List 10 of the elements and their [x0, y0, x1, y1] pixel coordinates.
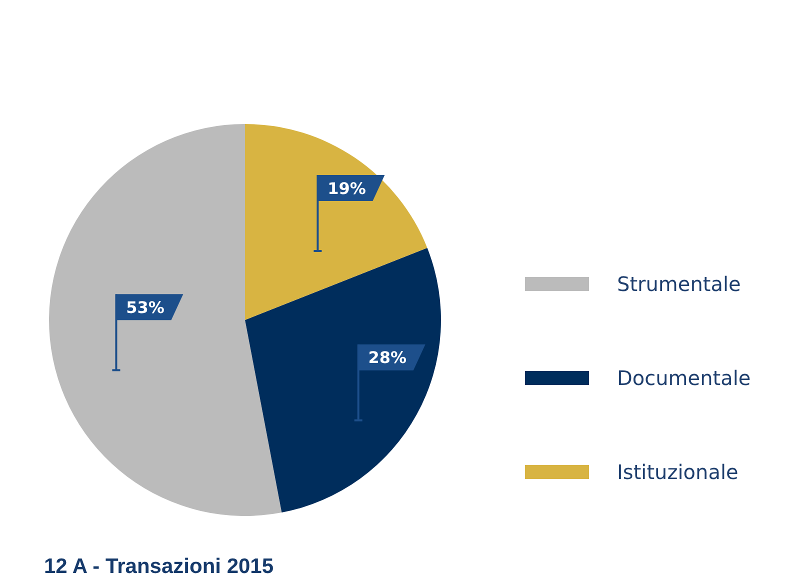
legend-label: Istituzionale	[617, 460, 738, 484]
pie-slice	[49, 124, 282, 516]
data-label: 53%	[126, 298, 164, 317]
data-label: 19%	[328, 178, 366, 198]
text: 12 A - Transazioni 2015	[44, 555, 274, 579]
pie-slice	[245, 124, 428, 320]
data-label: 28%	[368, 348, 407, 368]
legend-label: Documentale	[617, 366, 751, 390]
legend-label: Strumentale	[617, 272, 741, 296]
pie-slice	[245, 248, 441, 513]
